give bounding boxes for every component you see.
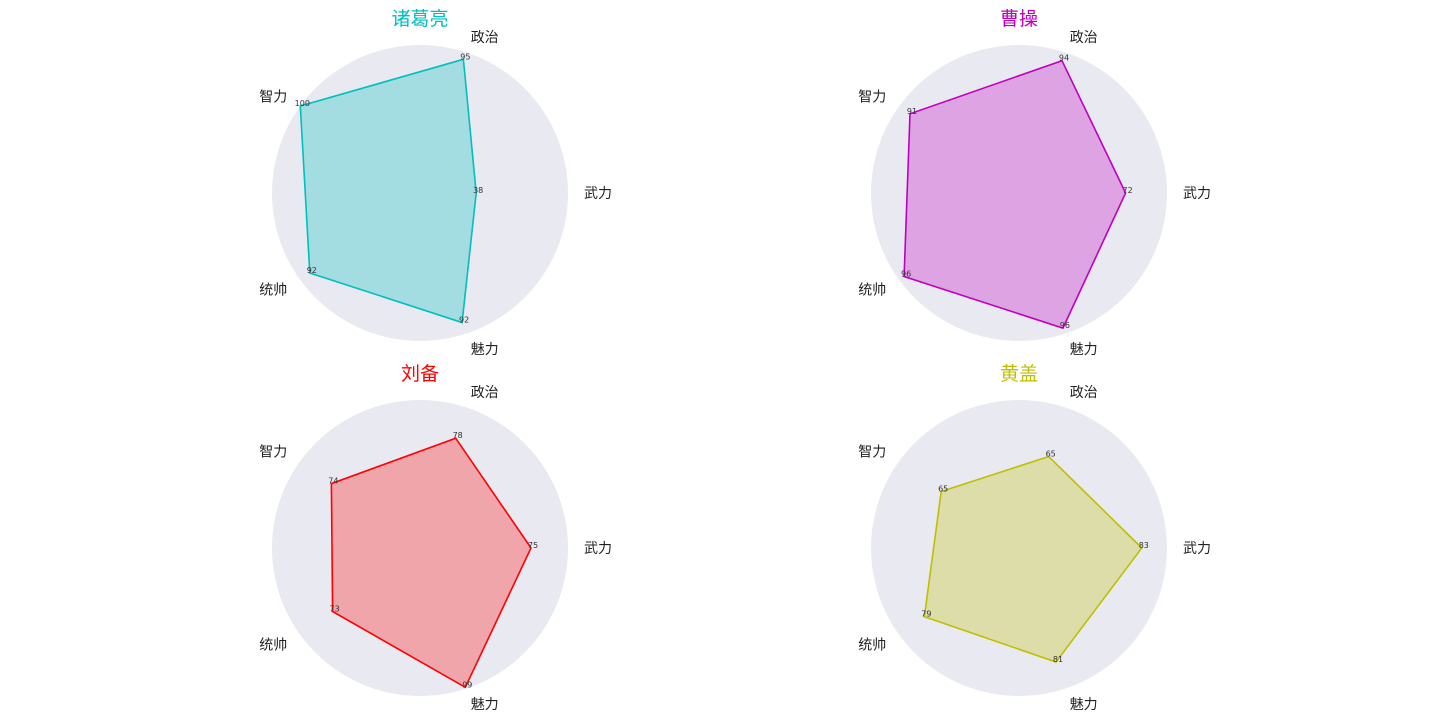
- data-point-label: 91: [907, 107, 917, 116]
- axis-label: 武力: [1183, 186, 1211, 202]
- radar-value-labels-4: 83 65 65 79 81: [921, 450, 1149, 665]
- axis-label: 统帅: [259, 637, 287, 653]
- radar-value-labels-1: 38 95 100 92 92: [295, 52, 484, 324]
- radar-area-3: [330, 437, 532, 689]
- data-point-label: 72: [1123, 186, 1133, 195]
- data-point-label: 100: [295, 99, 310, 108]
- data-point-label: 75: [528, 541, 538, 550]
- radar-area-1: [299, 58, 478, 324]
- axis-label: 统帅: [858, 282, 886, 298]
- data-point-label: 74: [328, 477, 338, 486]
- data-point-label: 81: [1053, 655, 1063, 664]
- data-point-label: 65: [1046, 450, 1056, 459]
- axis-label: 魅力: [1070, 697, 1098, 713]
- data-point-label: 78: [453, 431, 463, 440]
- axis-label: 政治: [471, 385, 499, 401]
- radar-area-2: [903, 59, 1127, 330]
- axis-label: 智力: [259, 445, 287, 461]
- axis-label: 武力: [584, 186, 612, 202]
- radar-area-4: [923, 455, 1143, 663]
- axis-label: 魅力: [471, 697, 499, 713]
- axis-label: 政治: [1070, 385, 1098, 401]
- chart-title-2: 曹操: [1000, 8, 1038, 30]
- data-point-label: 92: [307, 266, 317, 275]
- axis-label: 智力: [858, 90, 886, 106]
- data-point-label: 96: [901, 270, 911, 279]
- data-point-label: 83: [1139, 541, 1149, 550]
- axis-label: 政治: [471, 30, 499, 46]
- data-point-label: 95: [460, 52, 470, 61]
- chart-title-1: 诸葛亮: [391, 8, 448, 30]
- axis-label: 武力: [1183, 541, 1211, 557]
- axis-label: 魅力: [471, 342, 499, 358]
- chart-title-4: 黄盖: [1000, 363, 1038, 385]
- data-point-label: 99: [462, 680, 472, 689]
- data-point-label: 38: [473, 186, 483, 195]
- axis-label: 智力: [858, 445, 886, 461]
- chart-title-3: 刘备: [401, 363, 439, 385]
- data-point-label: 65: [938, 485, 948, 494]
- data-point-label: 92: [459, 316, 469, 325]
- data-point-label: 79: [921, 610, 931, 619]
- axis-label: 魅力: [1070, 342, 1098, 358]
- axis-label: 武力: [584, 541, 612, 557]
- axis-label: 智力: [259, 90, 287, 106]
- axis-label: 政治: [1070, 30, 1098, 46]
- axis-label: 统帅: [858, 637, 886, 653]
- data-point-label: 73: [330, 605, 340, 614]
- axis-label: 统帅: [259, 282, 287, 298]
- radar-value-labels-3: 75 78 74 73 99: [328, 431, 538, 689]
- data-point-label: 94: [1059, 54, 1069, 63]
- data-point-label: 96: [1060, 321, 1070, 330]
- radar-value-labels-2: 72 94 91 96 96: [901, 54, 1133, 330]
